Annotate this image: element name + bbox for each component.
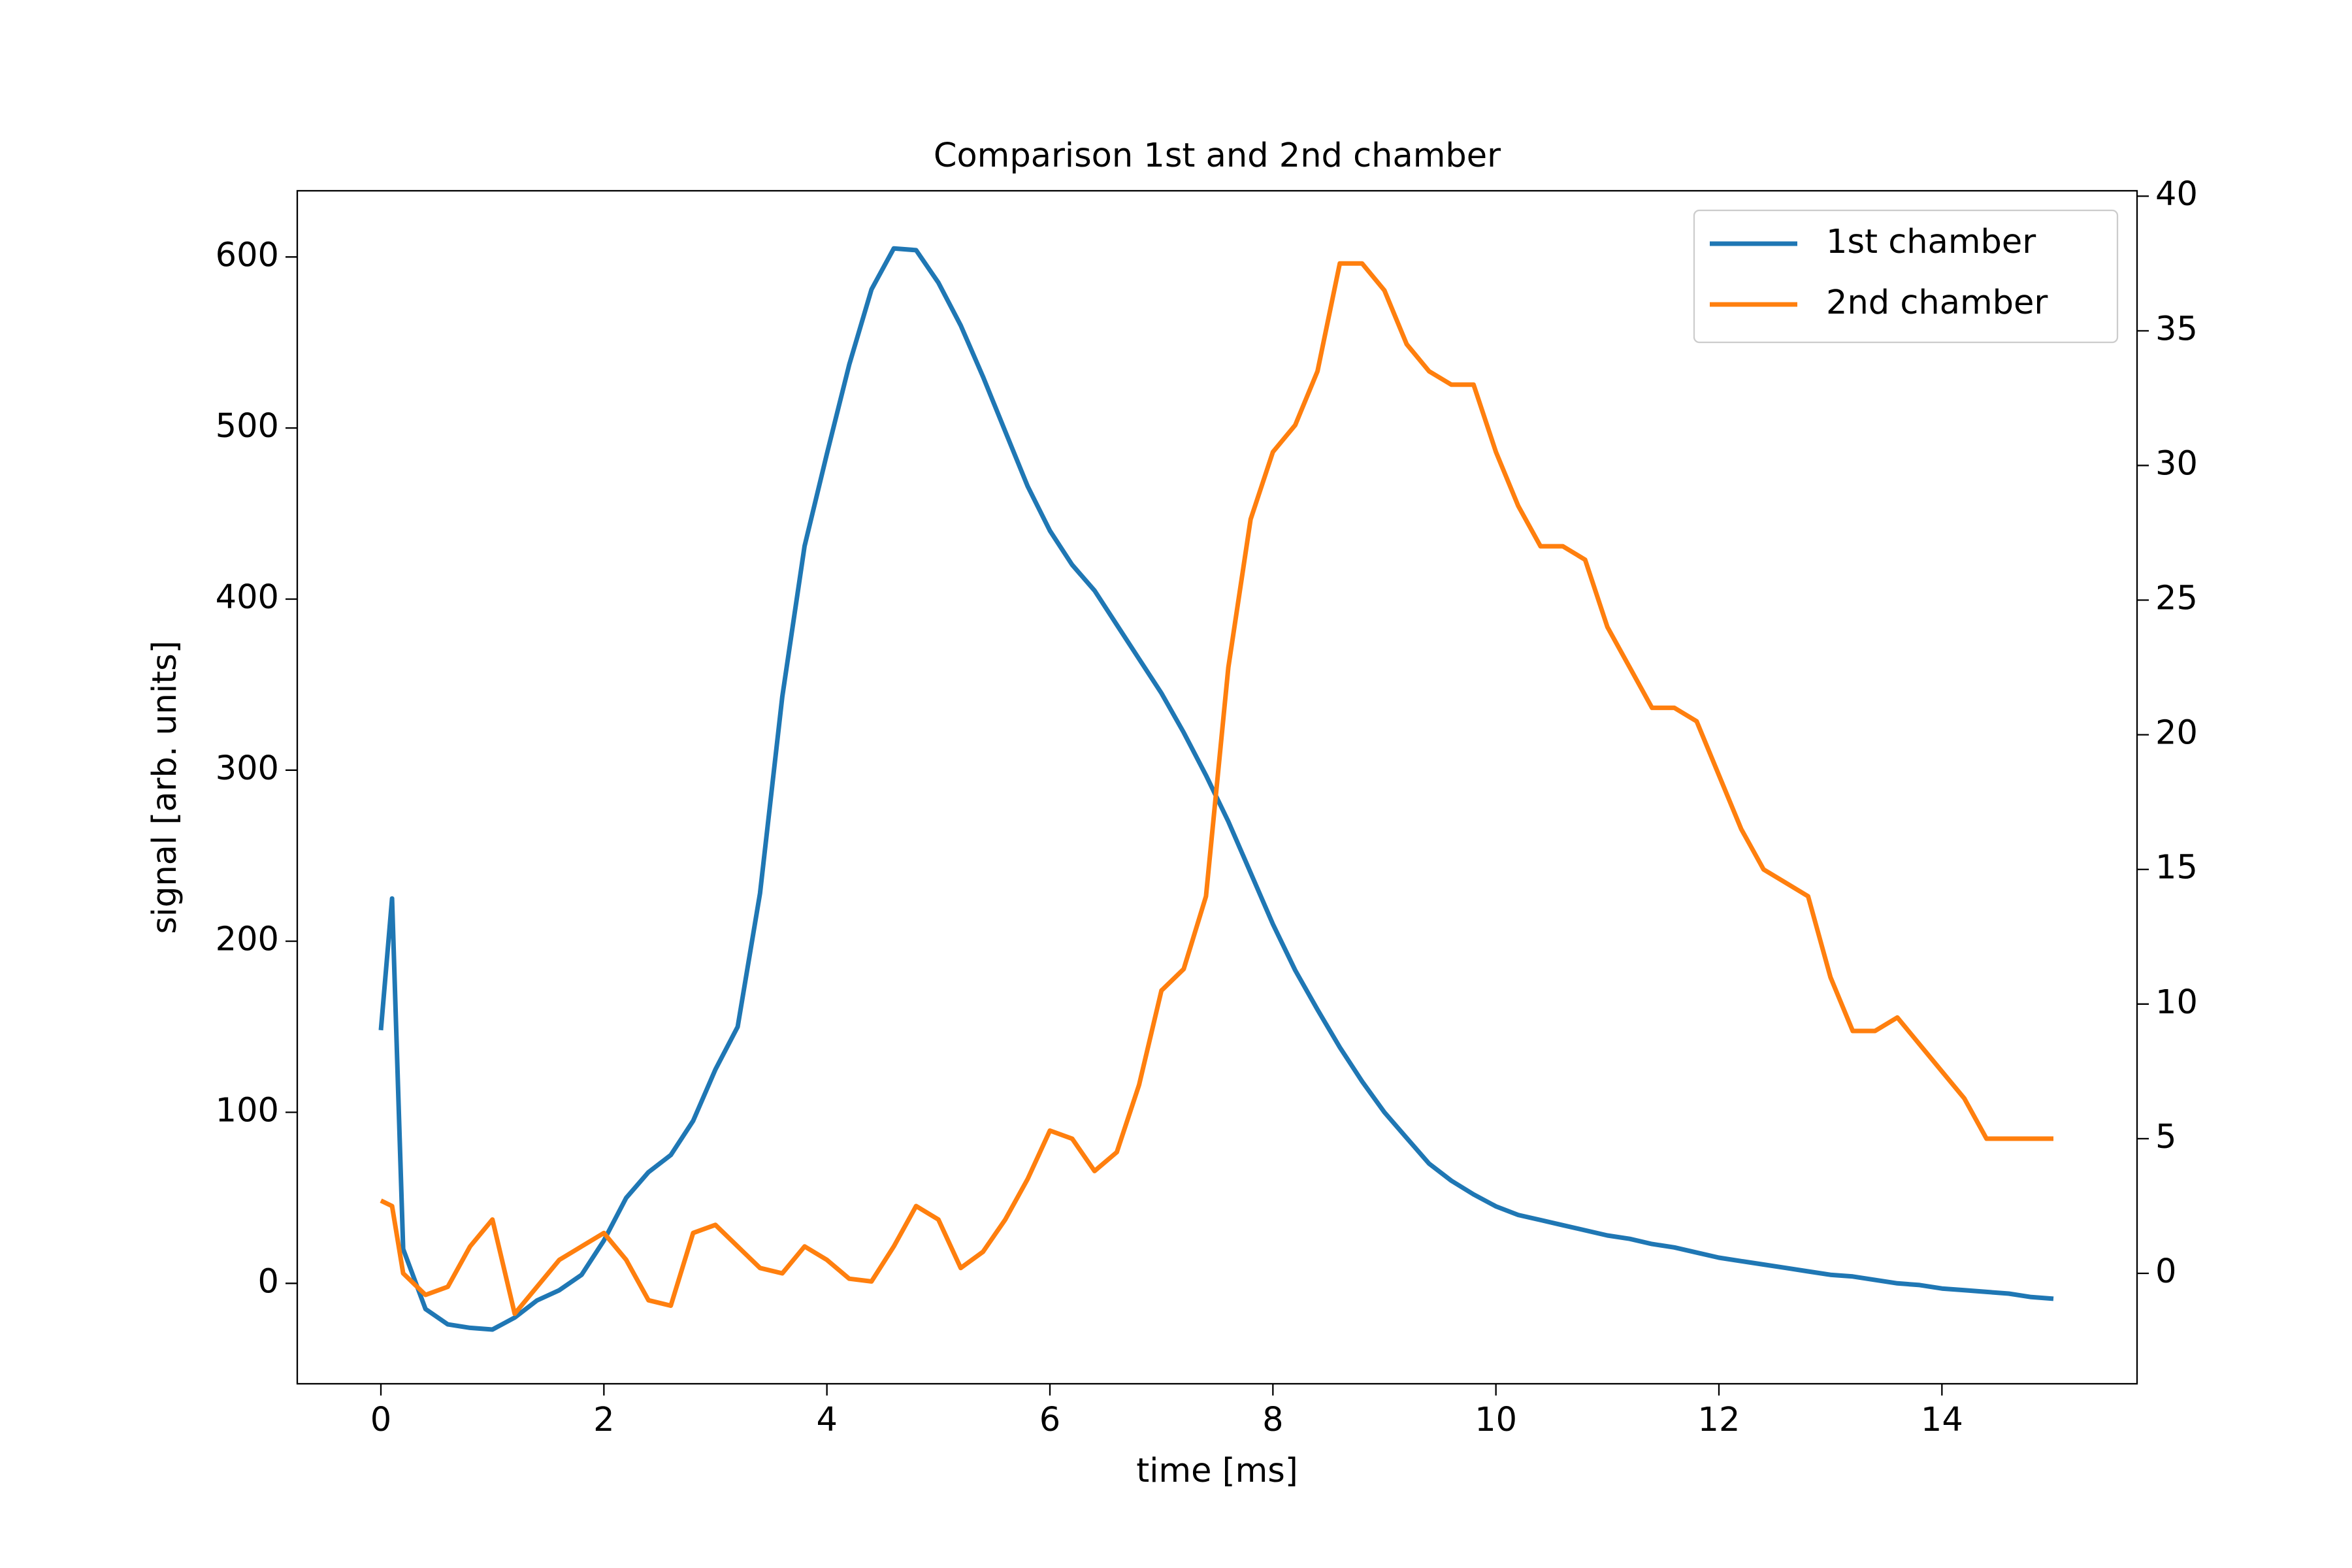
- y-tick-label: 0: [258, 1262, 279, 1301]
- y2-tick-label: 10: [2155, 983, 2198, 1022]
- y2-tick-label: 35: [2155, 310, 2198, 348]
- x-tick-label: 2: [593, 1401, 614, 1439]
- x-tick-label: 4: [816, 1401, 837, 1439]
- x-tick-label: 12: [1698, 1401, 1740, 1439]
- x-tick-label: 10: [1475, 1401, 1517, 1439]
- legend-box: [1693, 209, 2119, 344]
- x-tick-label: 8: [1262, 1401, 1283, 1439]
- y-tick-label: 200: [216, 921, 279, 959]
- y2-tick-label: 15: [2155, 849, 2198, 887]
- y2-tick-label: 0: [2155, 1252, 2176, 1291]
- y-tick-label: 100: [216, 1091, 279, 1130]
- y2-tick-label: 30: [2155, 444, 2198, 483]
- data-line: [378, 246, 2054, 1332]
- legend-label: 1st chamber: [1826, 223, 2036, 261]
- x-tick-label: 14: [1921, 1401, 1963, 1439]
- x-tick-label: 6: [1039, 1401, 1060, 1439]
- y-tick-label: 500: [216, 407, 279, 446]
- y-tick-label: 400: [216, 578, 279, 617]
- y-tick-label: 300: [216, 749, 279, 788]
- plot-frame: [296, 189, 2138, 1385]
- x-tick-label: 0: [370, 1401, 391, 1439]
- legend-label: 2nd chamber: [1826, 284, 2048, 322]
- y-axis-label: signal [arb. units]: [146, 640, 184, 934]
- y2-tick-label: 5: [2155, 1118, 2176, 1156]
- x-axis-label: time [ms]: [1136, 1452, 1298, 1490]
- y2-tick-label: 25: [2155, 580, 2198, 618]
- y2-tick-label: 40: [2155, 175, 2198, 214]
- data-line: [380, 261, 2053, 1316]
- y2-tick-label: 20: [2155, 714, 2198, 753]
- y-tick-label: 600: [216, 236, 279, 274]
- chart-title: Comparison 1st and 2nd chamber: [934, 137, 1501, 175]
